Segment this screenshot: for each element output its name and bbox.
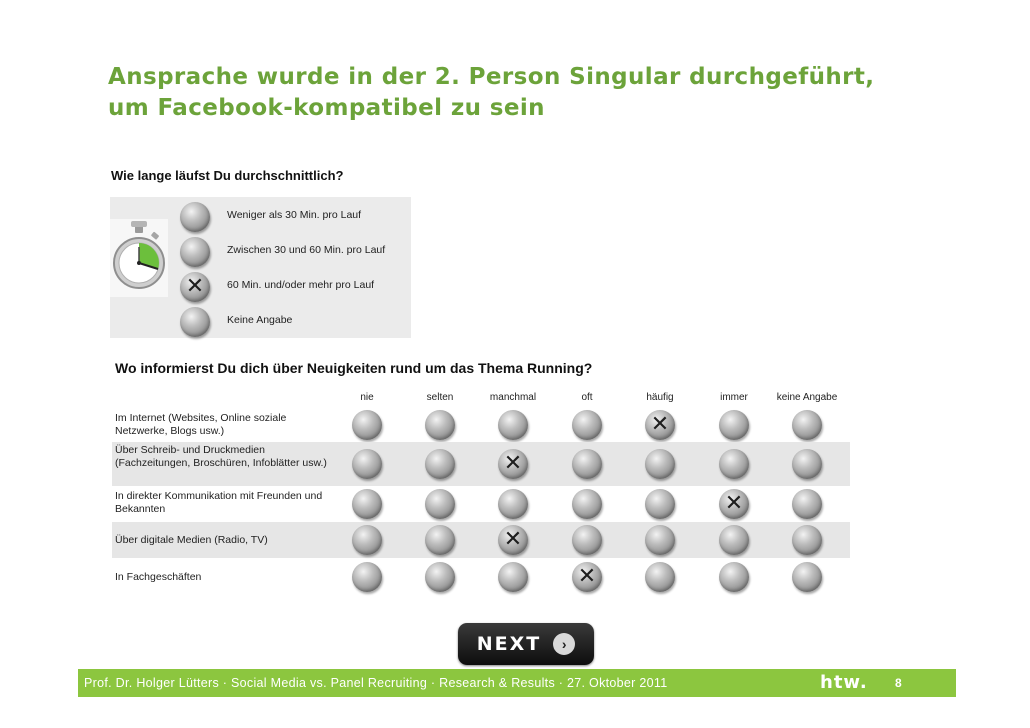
x-mark-icon: ✕: [503, 527, 523, 552]
radio-button-selected[interactable]: ✕: [498, 525, 528, 555]
radio-button[interactable]: [792, 562, 822, 592]
radio-button[interactable]: [645, 562, 675, 592]
column-header-nie: nie: [360, 392, 374, 403]
radio-button[interactable]: [792, 489, 822, 519]
radio-button[interactable]: [425, 489, 455, 519]
radio-button[interactable]: [645, 449, 675, 479]
column-header-haeufig: häufig: [646, 392, 674, 403]
radio-button[interactable]: [719, 410, 749, 440]
radio-button[interactable]: [719, 525, 749, 555]
radio-button[interactable]: [425, 449, 455, 479]
radio-button[interactable]: [180, 237, 210, 267]
row-label: Im Internet (Websites, Online soziale Ne…: [115, 412, 287, 437]
next-button-label: NEXT: [476, 633, 542, 655]
column-header-selten: selten: [426, 392, 454, 403]
column-header-oft: oft: [581, 392, 593, 403]
row-label: In Fachgeschäften: [115, 571, 202, 583]
radio-button[interactable]: [719, 562, 749, 592]
question1-title: Wie lange läufst Du durchschnittlich?: [111, 168, 344, 183]
radio-button-selected[interactable]: ✕: [572, 562, 602, 592]
option-label: Weniger als 30 Min. pro Lauf: [227, 209, 362, 221]
radio-button[interactable]: [180, 202, 210, 232]
page-number: 8: [895, 676, 902, 690]
radio-button[interactable]: [645, 525, 675, 555]
option-label: Zwischen 30 und 60 Min. pro Lauf: [227, 244, 386, 256]
radio-button[interactable]: [572, 525, 602, 555]
x-mark-icon: ✕: [577, 564, 597, 589]
x-mark-icon: ✕: [503, 451, 523, 476]
footer-bar: Prof. Dr. Holger Lütters · Social Media …: [78, 669, 956, 697]
row-label: Über Schreib- und Druckmedien (Fachzeitu…: [115, 444, 327, 469]
slide-title-line-1: Ansprache wurde in der 2. Person Singula…: [108, 64, 875, 90]
column-header-manchmal: manchmal: [489, 392, 537, 403]
question1-option[interactable]: Zwischen 30 und 60 Min. pro Lauf: [180, 235, 410, 267]
column-header-keine-angabe: keine Angabe: [776, 392, 838, 403]
radio-button[interactable]: [719, 449, 749, 479]
radio-button[interactable]: [425, 562, 455, 592]
question2-matrix: nie selten manchmal oft häufig immer kei…: [112, 392, 850, 596]
column-header-immer: immer: [720, 392, 748, 403]
x-mark-icon: ✕: [724, 491, 744, 516]
question1-panel: Weniger als 30 Min. pro Lauf Zwischen 30…: [110, 197, 411, 338]
question2-title: Wo informierst Du dich über Neuigkeiten …: [115, 360, 593, 376]
radio-button[interactable]: [425, 525, 455, 555]
row-label: In direkter Kommunikation mit Freunden u…: [115, 490, 323, 515]
radio-button[interactable]: [572, 410, 602, 440]
footer-text: Prof. Dr. Holger Lütters · Social Media …: [84, 676, 668, 690]
option-label: 60 Min. und/oder mehr pro Lauf: [227, 279, 375, 291]
matrix-row: In Fachgeschäften ✕: [112, 558, 850, 596]
stopwatch-icon: [110, 219, 168, 297]
row-label: Über digitale Medien (Radio, TV): [115, 534, 268, 546]
next-button[interactable]: NEXT ›: [458, 623, 594, 665]
radio-button[interactable]: [352, 410, 382, 440]
matrix-row: Über Schreib- und Druckmedien (Fachzeitu…: [112, 442, 850, 486]
radio-button[interactable]: [792, 525, 822, 555]
radio-button[interactable]: [180, 307, 210, 337]
question1-option[interactable]: Keine Angabe: [180, 305, 410, 337]
radio-button[interactable]: [498, 410, 528, 440]
x-mark-icon: ✕: [650, 412, 670, 437]
radio-button-selected[interactable]: ✕: [719, 489, 749, 519]
htw-logo: htw.: [820, 672, 868, 693]
radio-button[interactable]: [792, 449, 822, 479]
radio-button[interactable]: [498, 562, 528, 592]
matrix-row: Im Internet (Websites, Online soziale Ne…: [112, 408, 850, 442]
matrix-row: In direkter Kommunikation mit Freunden u…: [112, 486, 850, 522]
radio-button[interactable]: [498, 489, 528, 519]
radio-button-selected[interactable]: ✕: [498, 449, 528, 479]
arrow-right-icon: ›: [553, 633, 576, 655]
radio-button[interactable]: [352, 449, 382, 479]
question1-option[interactable]: Weniger als 30 Min. pro Lauf: [180, 200, 410, 232]
radio-button[interactable]: [352, 525, 382, 555]
radio-button[interactable]: [792, 410, 822, 440]
radio-button[interactable]: [352, 489, 382, 519]
question1-option[interactable]: ✕ 60 Min. und/oder mehr pro Lauf: [180, 270, 410, 302]
radio-button[interactable]: [645, 489, 675, 519]
radio-button-selected[interactable]: ✕: [180, 272, 210, 302]
slide-title: Ansprache wurde in der 2. Person Singula…: [108, 62, 968, 124]
x-mark-icon: ✕: [185, 274, 205, 299]
radio-button[interactable]: [572, 489, 602, 519]
slide-title-line-2: um Facebook-kompatibel zu sein: [108, 95, 545, 121]
radio-button[interactable]: [352, 562, 382, 592]
radio-button-selected[interactable]: ✕: [645, 410, 675, 440]
radio-button[interactable]: [425, 410, 455, 440]
radio-button[interactable]: [572, 449, 602, 479]
option-label: Keine Angabe: [227, 314, 293, 326]
matrix-row: Über digitale Medien (Radio, TV) ✕: [112, 522, 850, 558]
